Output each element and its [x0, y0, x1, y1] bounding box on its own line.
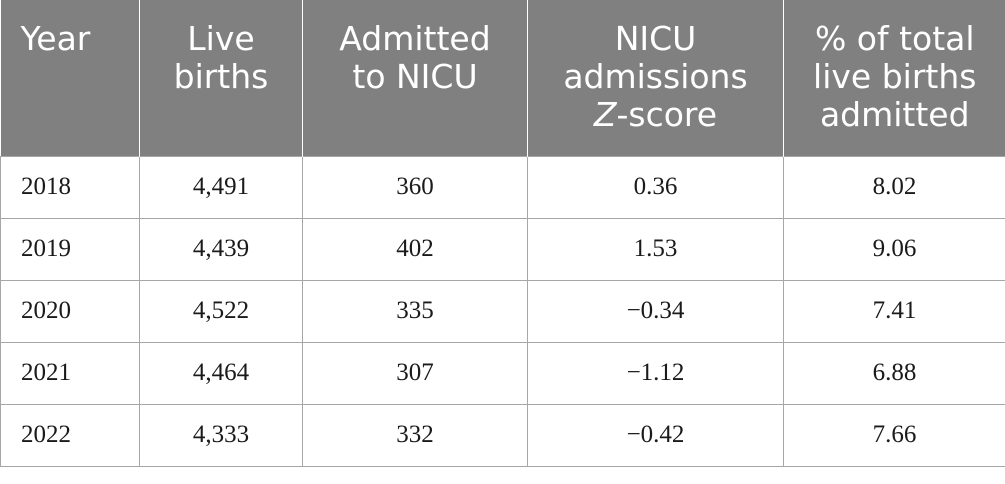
cell-z-score: −1.12 [527, 341, 784, 405]
table-row: 2022 4,333 332 −0.42 7.66 [0, 403, 1005, 467]
cell-year: 2018 [0, 155, 140, 219]
header-line: births [173, 57, 269, 96]
cell-admitted: 332 [302, 403, 528, 467]
column-header-percent-admitted: % of total live births admitted [783, 0, 1005, 156]
header-line: NICU [614, 19, 697, 58]
cell-live-births: 4,439 [139, 217, 303, 281]
column-header-year: Year [0, 0, 140, 156]
header-line: live births [813, 57, 977, 96]
cell-percent: 6.88 [783, 341, 1005, 405]
cell-percent: 8.02 [783, 155, 1005, 219]
header-italic-z: Z [593, 95, 617, 134]
cell-live-births: 4,491 [139, 155, 303, 219]
cell-z-score: −0.42 [527, 403, 784, 467]
table-row: 2019 4,439 402 1.53 9.06 [0, 217, 1005, 281]
header-line: Live [187, 19, 255, 58]
cell-year: 2022 [0, 403, 140, 467]
header-line-tail: -score [616, 95, 718, 134]
cell-percent: 7.66 [783, 403, 1005, 467]
header-row: Year Live births Admitted to NICU NICU a… [0, 0, 1005, 156]
table-body: 2018 4,491 360 0.36 8.02 2019 4,439 402 … [0, 155, 1005, 467]
cell-percent: 7.41 [783, 279, 1005, 343]
table-row: 2021 4,464 307 −1.12 6.88 [0, 341, 1005, 405]
column-header-live-births: Live births [139, 0, 303, 156]
cell-admitted: 402 [302, 217, 528, 281]
table-header: Year Live births Admitted to NICU NICU a… [0, 0, 1005, 156]
header-line: % of total [814, 19, 975, 58]
cell-z-score: −0.34 [527, 279, 784, 343]
cell-year: 2019 [0, 217, 140, 281]
cell-admitted: 335 [302, 279, 528, 343]
cell-year: 2021 [0, 341, 140, 405]
header-line: to NICU [352, 57, 478, 96]
column-header-z-score: NICU admissions Z-score [527, 0, 784, 156]
header-line: Year [20, 19, 91, 58]
cell-z-score: 1.53 [527, 217, 784, 281]
header-line: admissions [563, 57, 748, 96]
cell-percent: 9.06 [783, 217, 1005, 281]
cell-live-births: 4,522 [139, 279, 303, 343]
table-row: 2020 4,522 335 −0.34 7.41 [0, 279, 1005, 343]
cell-admitted: 360 [302, 155, 528, 219]
nicu-admissions-table: Year Live births Admitted to NICU NICU a… [0, 0, 1005, 467]
column-header-admitted-to-nicu: Admitted to NICU [302, 0, 528, 156]
cell-z-score: 0.36 [527, 155, 784, 219]
header-line: Z-score [534, 96, 777, 134]
header-line: admitted [819, 95, 970, 134]
cell-year: 2020 [0, 279, 140, 343]
cell-live-births: 4,333 [139, 403, 303, 467]
header-line: Admitted [339, 19, 491, 58]
table-row: 2018 4,491 360 0.36 8.02 [0, 155, 1005, 219]
cell-live-births: 4,464 [139, 341, 303, 405]
cell-admitted: 307 [302, 341, 528, 405]
